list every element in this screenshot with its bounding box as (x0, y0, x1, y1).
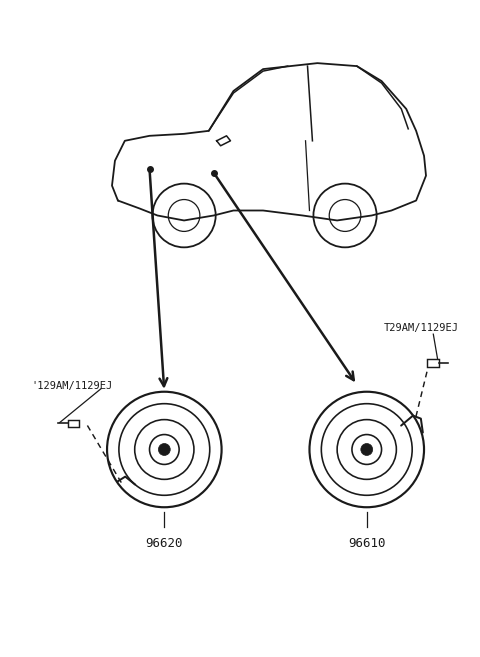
Bar (68, 420, 80, 428)
Circle shape (361, 443, 372, 455)
Text: '129AM/1129EJ: '129AM/1129EJ (32, 381, 113, 391)
Circle shape (158, 443, 170, 455)
Bar (427, 359, 439, 367)
Text: T29AM/1129EJ: T29AM/1129EJ (384, 323, 459, 333)
Text: 96610: 96610 (348, 537, 385, 550)
Text: 96620: 96620 (145, 537, 183, 550)
